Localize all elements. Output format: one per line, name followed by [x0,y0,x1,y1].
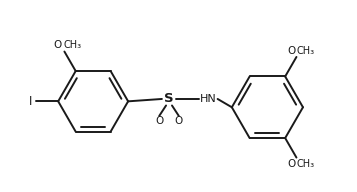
Text: O: O [287,159,295,169]
Text: O: O [287,46,295,56]
Text: CH₃: CH₃ [296,159,315,169]
Text: CH₃: CH₃ [296,46,315,56]
Text: CH₃: CH₃ [63,40,81,50]
Text: O: O [175,116,183,126]
Text: O: O [54,40,62,50]
Text: I: I [29,95,32,108]
Text: HN: HN [200,94,216,104]
Text: S: S [164,93,174,105]
Text: O: O [155,116,164,126]
